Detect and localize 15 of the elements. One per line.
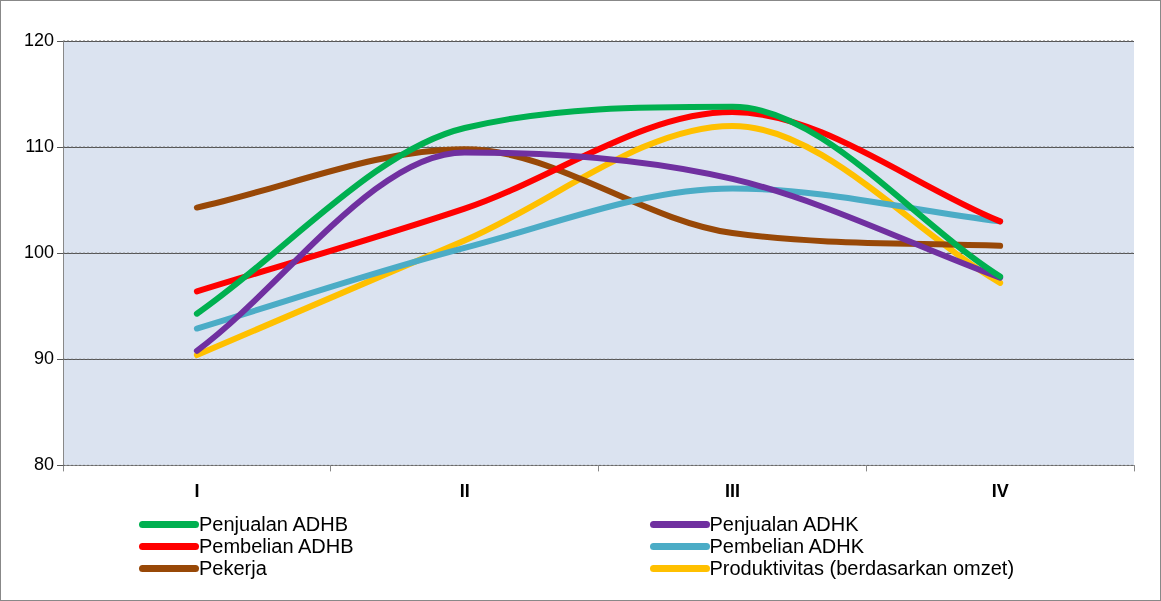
legend-label: Produktivitas (berdasarkan omzet) bbox=[709, 556, 1015, 580]
x-tick-label: III bbox=[724, 481, 740, 502]
x-tick-label: I bbox=[194, 481, 200, 502]
legend-label: Pembelian ADHK bbox=[709, 534, 865, 558]
y-tick-label: 100 bbox=[23, 242, 55, 263]
y-tick-label: 80 bbox=[34, 454, 55, 475]
legend-label: Pembelian ADHB bbox=[199, 534, 354, 558]
y-tick-label: 90 bbox=[34, 348, 55, 369]
x-tick-label: IV bbox=[991, 481, 1009, 502]
y-tick-label: 120 bbox=[23, 29, 55, 50]
x-tick-label: II bbox=[459, 481, 470, 502]
legend-label: Penjualan ADHB bbox=[199, 512, 348, 536]
legend-label: Pekerja bbox=[199, 556, 267, 580]
y-tick-label: 110 bbox=[25, 136, 55, 157]
legend-label: Penjualan ADHK bbox=[709, 512, 859, 536]
